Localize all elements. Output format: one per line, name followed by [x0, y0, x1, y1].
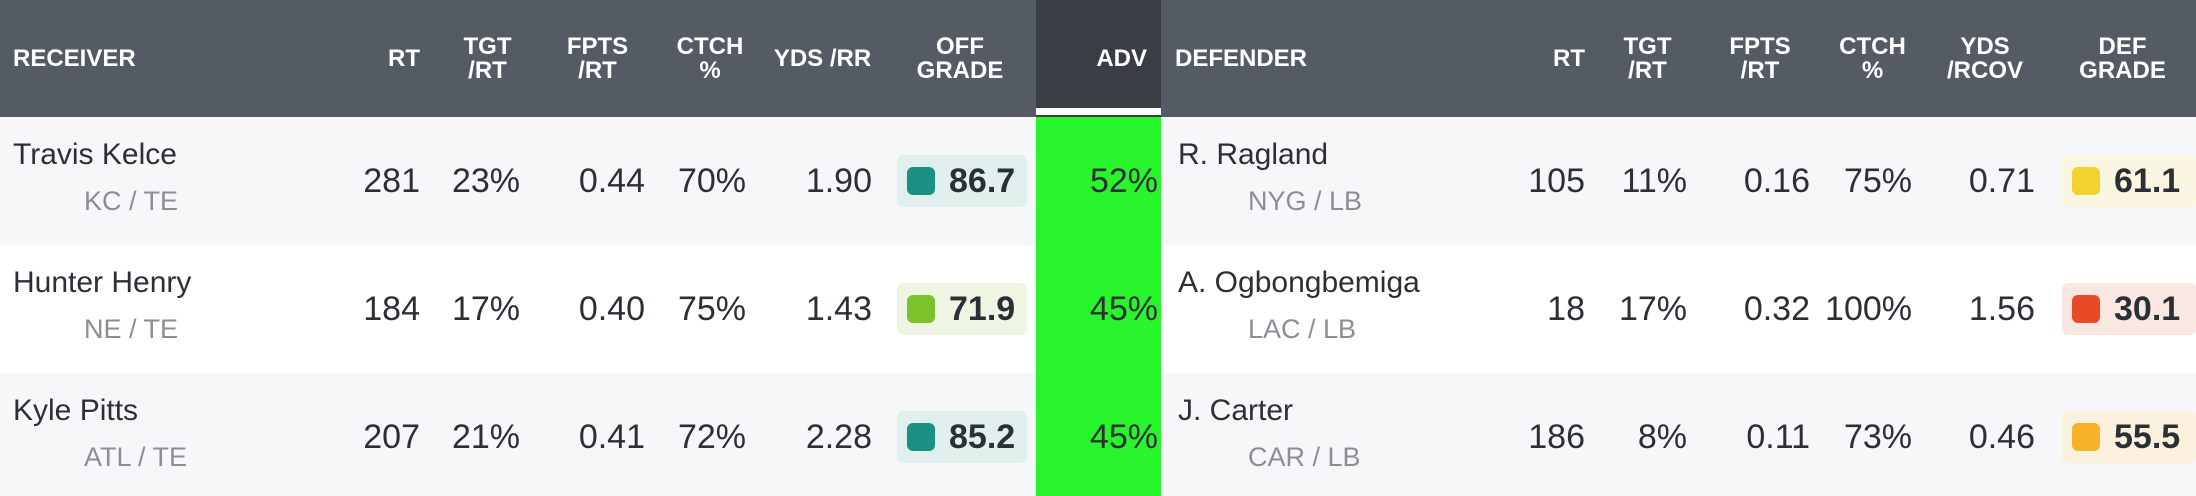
defender-ctch: 75% — [1843, 162, 1912, 200]
defender-rt: 105 — [1528, 162, 1585, 200]
receiver-fpts-rt: 0.40 — [578, 290, 645, 328]
header-receiver[interactable]: RECEIVER — [13, 44, 136, 72]
defender-tgt-rt: 17% — [1618, 290, 1687, 328]
receiver-name[interactable]: Travis Kelce — [13, 138, 177, 171]
defender-tgt-rt: 8% — [1637, 418, 1687, 456]
receiver-name[interactable]: Hunter Henry — [13, 266, 192, 299]
header-def-grade[interactable]: DEF GRADE — [2079, 32, 2166, 84]
defender-ctch: 73% — [1843, 418, 1912, 456]
header-yds-rr[interactable]: YDS /RR — [773, 44, 872, 72]
header-def-ctch[interactable]: CTCH % — [1839, 32, 1906, 84]
defender-team-pos: NYG / LB — [1248, 186, 1363, 216]
header-def-fpts-rt[interactable]: FPTS /RT — [1729, 32, 1791, 84]
defender-rt: 186 — [1528, 418, 1585, 456]
receiver-yds-rr: 1.43 — [805, 290, 872, 328]
receiver-rt: 281 — [363, 162, 420, 200]
header-rt[interactable]: RT — [388, 44, 420, 72]
header-adv[interactable]: ADV — [1096, 44, 1147, 72]
defender-yds-rcov: 0.71 — [1968, 162, 2035, 200]
receiver-rt: 184 — [363, 290, 420, 328]
adv-value: 45% — [1089, 418, 1158, 456]
receiver-ctch: 70% — [677, 162, 746, 200]
receiver-tgt-rt: 23% — [451, 162, 520, 200]
receiver-fpts-rt: 0.44 — [578, 162, 645, 200]
def-grade-badge: 55.5 — [2062, 411, 2196, 463]
receiver-yds-rr: 2.28 — [805, 418, 872, 456]
adv-header-bg — [1036, 0, 1161, 117]
adv-sort-indicator — [1036, 108, 1161, 115]
def-grade-value: 61.1 — [2114, 161, 2181, 200]
grade-swatch-icon — [2072, 423, 2100, 451]
off-grade-value: 85.2 — [949, 417, 1016, 456]
grade-swatch-icon — [2072, 295, 2100, 323]
receiver-ctch: 72% — [677, 418, 746, 456]
def-grade-value: 55.5 — [2114, 417, 2181, 456]
receiver-rt: 207 — [363, 418, 420, 456]
header-def-yds-rcov[interactable]: YDS /RCOV — [1946, 32, 2023, 84]
off-grade-value: 86.7 — [949, 161, 1016, 200]
receiver-team-pos: NE / TE — [84, 314, 179, 344]
defender-yds-rcov: 0.46 — [1968, 418, 2035, 456]
defender-team-pos: LAC / LB — [1248, 314, 1357, 344]
off-grade-value: 71.9 — [949, 289, 1016, 328]
header-def-rt[interactable]: RT — [1553, 44, 1585, 72]
defender-name[interactable]: J. Carter — [1178, 394, 1294, 427]
header-def-tgt-rt[interactable]: TGT /RT — [1623, 32, 1672, 84]
grade-swatch-icon — [907, 167, 935, 195]
off-grade-badge: 85.2 — [897, 411, 1027, 463]
header-tgt-rt[interactable]: TGT /RT — [463, 32, 512, 84]
defender-fpts-rt: 0.16 — [1743, 162, 1810, 200]
def-grade-badge: 61.1 — [2062, 155, 2196, 207]
defender-team-pos: CAR / LB — [1248, 442, 1361, 472]
defender-name[interactable]: R. Ragland — [1178, 138, 1329, 171]
receiver-tgt-rt: 17% — [451, 290, 520, 328]
defender-rt: 18 — [1547, 290, 1585, 328]
receiver-ctch: 75% — [677, 290, 746, 328]
off-grade-badge: 86.7 — [897, 155, 1027, 207]
def-grade-badge: 30.1 — [2062, 283, 2196, 335]
receiver-team-pos: KC / TE — [84, 186, 179, 216]
off-grade-badge: 71.9 — [897, 283, 1027, 335]
adv-value: 45% — [1089, 290, 1158, 328]
grade-swatch-icon — [907, 423, 935, 451]
defender-fpts-rt: 0.11 — [1746, 418, 1810, 456]
receiver-tgt-rt: 21% — [451, 418, 520, 456]
grade-swatch-icon — [907, 295, 935, 323]
defender-yds-rcov: 1.56 — [1968, 290, 2035, 328]
header-defender[interactable]: DEFENDER — [1175, 44, 1308, 72]
grade-swatch-icon — [2072, 167, 2100, 195]
defender-name[interactable]: A. Ogbongbemiga — [1178, 266, 1420, 299]
receiver-fpts-rt: 0.41 — [578, 418, 645, 456]
receiver-team-pos: ATL / TE — [84, 442, 188, 472]
receiver-yds-rr: 1.90 — [805, 162, 872, 200]
adv-value: 52% — [1089, 162, 1158, 200]
header-ctch[interactable]: CTCH % — [676, 32, 744, 84]
defender-fpts-rt: 0.32 — [1743, 290, 1810, 328]
header-off-grade[interactable]: OFF GRADE — [916, 32, 1004, 84]
receiver-name[interactable]: Kyle Pitts — [13, 394, 139, 427]
defender-tgt-rt: 11% — [1621, 162, 1687, 200]
adv-column — [1036, 117, 1161, 496]
defender-ctch: 100% — [1825, 290, 1912, 328]
def-grade-value: 30.1 — [2114, 289, 2181, 328]
header-fpts-rt[interactable]: FPTS /RT — [566, 32, 629, 84]
